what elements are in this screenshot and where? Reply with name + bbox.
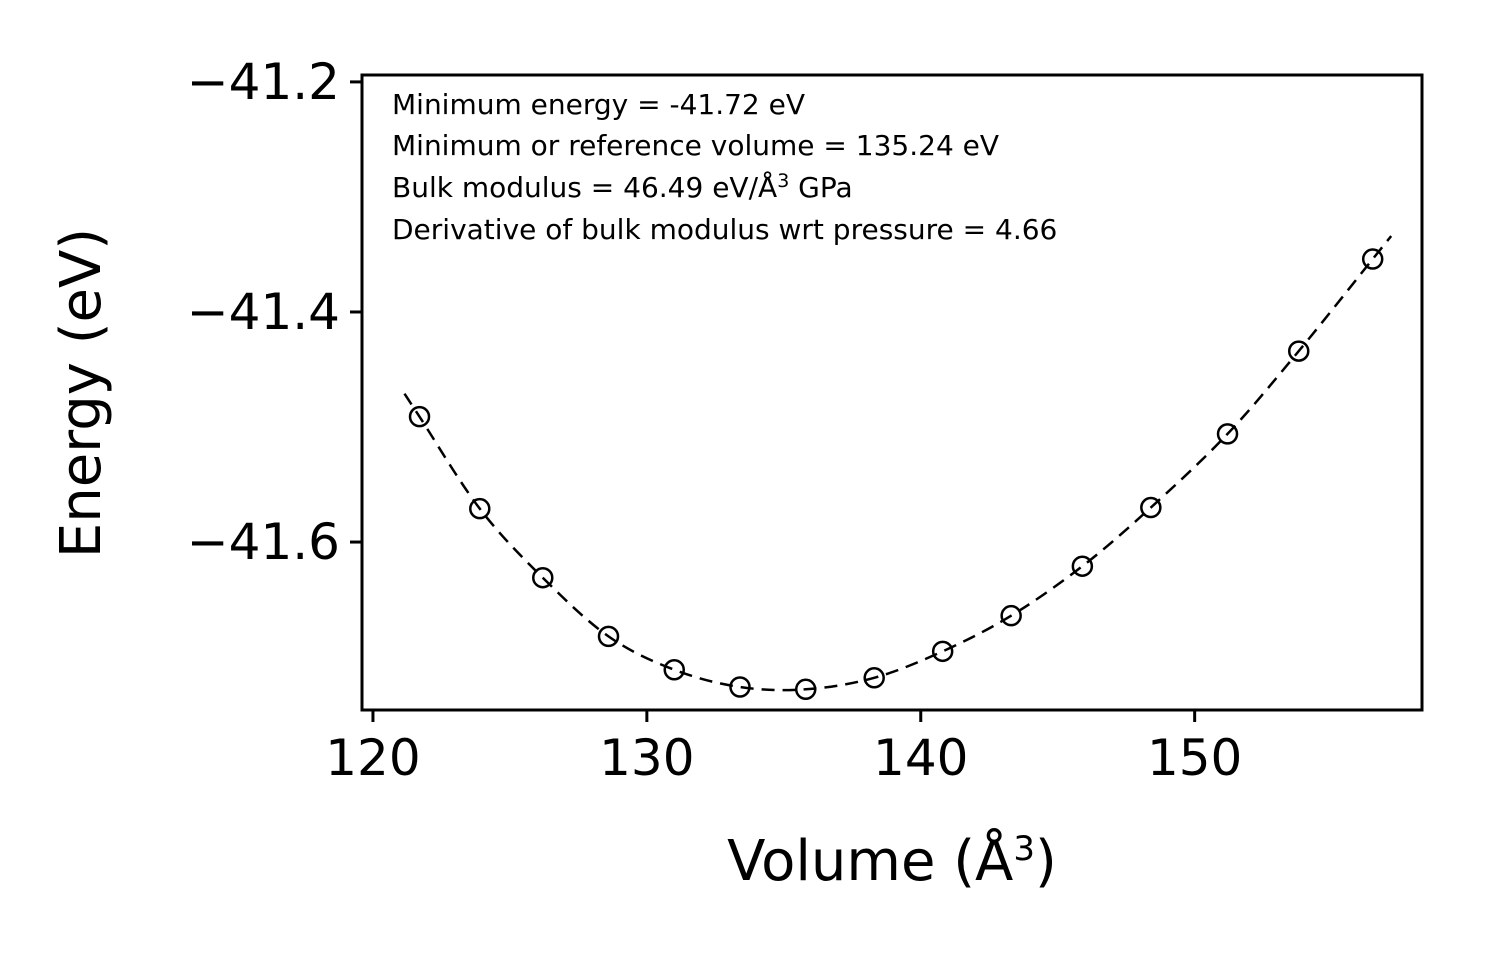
data-point-marker — [729, 676, 751, 698]
data-point-marker — [663, 658, 685, 681]
data-point-marker — [863, 667, 885, 689]
x-tick-label: 130 — [599, 729, 694, 787]
x-tick-label: 120 — [325, 729, 420, 787]
annotation-min-energy: Minimum energy = -41.72 eV — [392, 88, 805, 121]
data-point-marker — [597, 625, 620, 648]
data-point-marker — [931, 640, 954, 663]
data-point-marker — [1216, 423, 1239, 445]
y-tick-label: −41.4 — [187, 283, 340, 341]
data-point-marker — [1000, 604, 1022, 627]
y-axis-label: Energy (eV) — [49, 228, 114, 558]
data-point-marker — [794, 678, 817, 701]
data-point-marker — [1361, 248, 1384, 270]
y-tick-label: −41.2 — [187, 53, 340, 111]
data-point-marker — [469, 497, 491, 520]
data-point-marker — [532, 566, 554, 589]
annotation-bulk-modulus: Bulk modulus = 46.49 eV/Å3 GPa — [392, 170, 853, 204]
fit-curve — [403, 235, 1393, 692]
annotation-min-volume: Minimum or reference volume = 135.24 eV — [392, 129, 999, 162]
x-tick-label: 140 — [873, 729, 968, 787]
y-tick-label: −41.6 — [187, 513, 340, 571]
annotation-bulk-modulus-derivative: Derivative of bulk modulus wrt pressure … — [392, 213, 1057, 246]
y-axis-ticks: −41.2 −41.4 −41.6 — [187, 53, 362, 571]
data-points — [408, 248, 1384, 701]
data-point-marker — [1140, 496, 1162, 519]
x-axis-ticks: 120 130 140 150 — [325, 710, 1242, 787]
data-point-marker — [1287, 340, 1310, 362]
x-tick-label: 150 — [1147, 729, 1242, 787]
data-point-marker — [1071, 555, 1094, 577]
data-point-marker — [408, 405, 431, 428]
x-axis-label: Volume (Å3) — [727, 828, 1057, 894]
equation-of-state-fit-curve — [403, 235, 1393, 692]
plot-border — [360, 73, 1424, 712]
